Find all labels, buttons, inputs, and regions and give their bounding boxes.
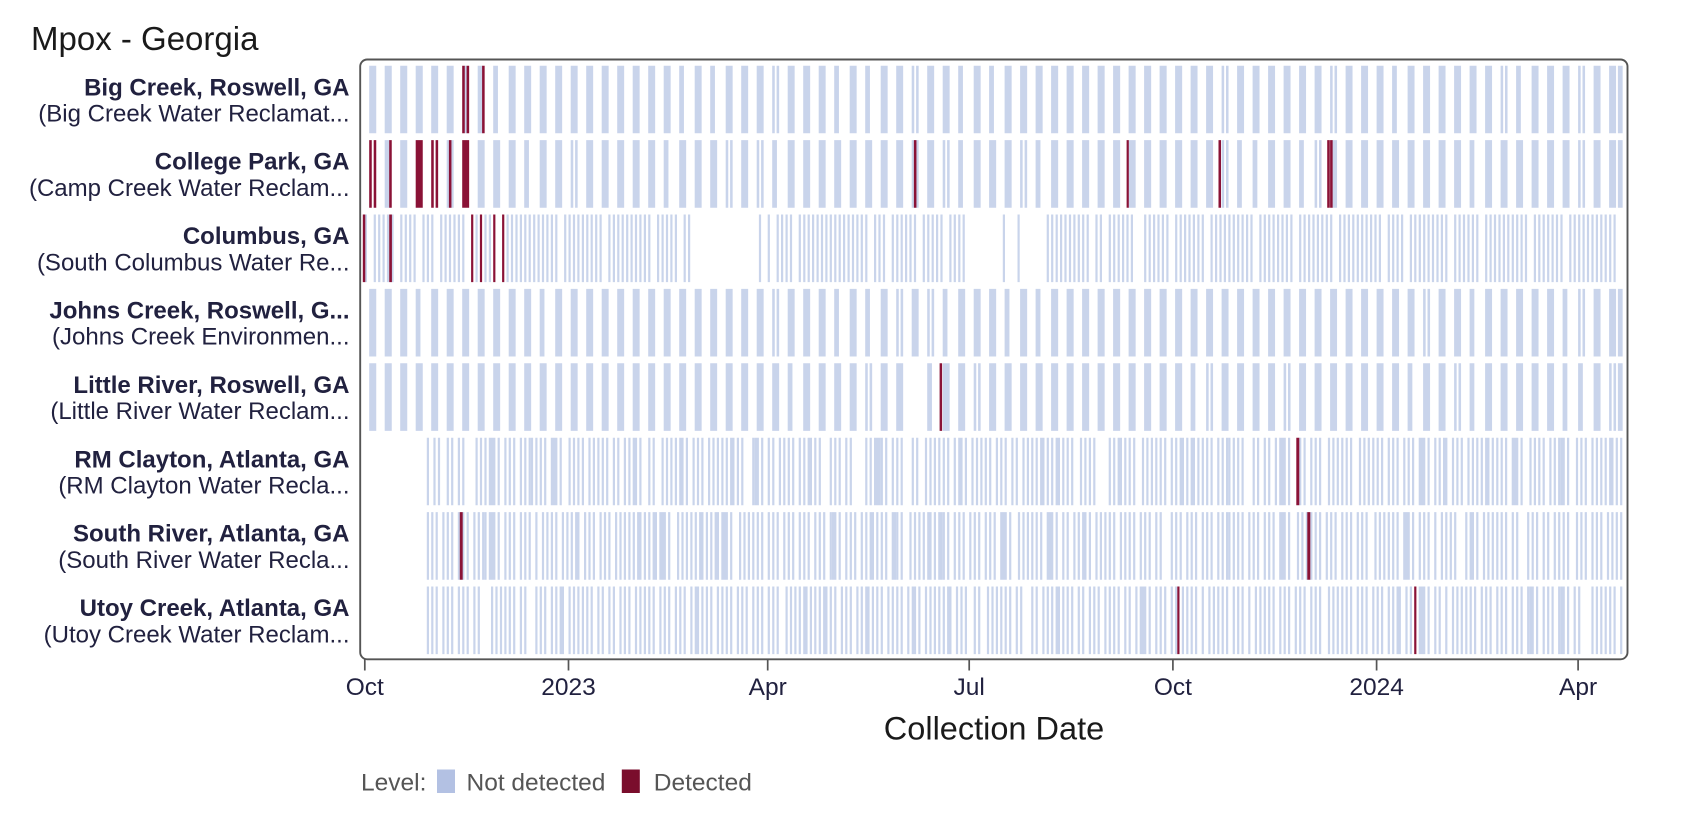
svg-text:Apr: Apr	[749, 674, 787, 701]
svg-text:Apr: Apr	[1559, 674, 1597, 701]
svg-text:(Utoy Creek Water Reclam...: (Utoy Creek Water Reclam...	[44, 621, 350, 648]
svg-text:(Little River Water Reclam...: (Little River Water Reclam...	[50, 398, 349, 425]
svg-text:Not detected: Not detected	[467, 770, 606, 797]
svg-text:South River, Atlanta, GA: South River, Atlanta, GA	[73, 521, 349, 548]
svg-text:Little River, Roswell, GA: Little River, Roswell, GA	[73, 372, 349, 399]
svg-text:(South Columbus Water Re...: (South Columbus Water Re...	[37, 249, 350, 276]
svg-text:Big Creek, Roswell, GA: Big Creek, Roswell, GA	[84, 74, 349, 101]
svg-text:RM Clayton, Atlanta, GA: RM Clayton, Atlanta, GA	[74, 446, 349, 473]
svg-text:Collection Date: Collection Date	[884, 711, 1104, 747]
svg-text:2023: 2023	[541, 674, 596, 701]
svg-text:Mpox - Georgia: Mpox - Georgia	[31, 20, 259, 57]
svg-text:Level:: Level:	[361, 770, 426, 797]
svg-text:(South River Water Recla...: (South River Water Recla...	[58, 547, 349, 574]
svg-text:Oct: Oct	[1154, 674, 1192, 701]
svg-text:Jul: Jul	[954, 674, 985, 701]
svg-text:(Johns Creek Environmen...: (Johns Creek Environmen...	[52, 324, 349, 351]
svg-text:(RM Clayton Water Recla...: (RM Clayton Water Recla...	[58, 473, 349, 500]
svg-text:Utoy Creek, Atlanta, GA: Utoy Creek, Atlanta, GA	[80, 595, 350, 622]
svg-text:Oct: Oct	[346, 674, 384, 701]
svg-text:(Camp Creek Water Reclam...: (Camp Creek Water Reclam...	[29, 175, 350, 202]
svg-text:(Big Creek Water Reclamat...: (Big Creek Water Reclamat...	[38, 101, 349, 128]
svg-text:2024: 2024	[1349, 674, 1404, 701]
svg-text:College Park, GA: College Park, GA	[155, 149, 350, 176]
svg-text:Johns Creek, Roswell, G...: Johns Creek, Roswell, G...	[49, 298, 349, 325]
svg-text:Detected: Detected	[654, 770, 752, 797]
svg-text:Columbus, GA: Columbus, GA	[183, 223, 350, 250]
